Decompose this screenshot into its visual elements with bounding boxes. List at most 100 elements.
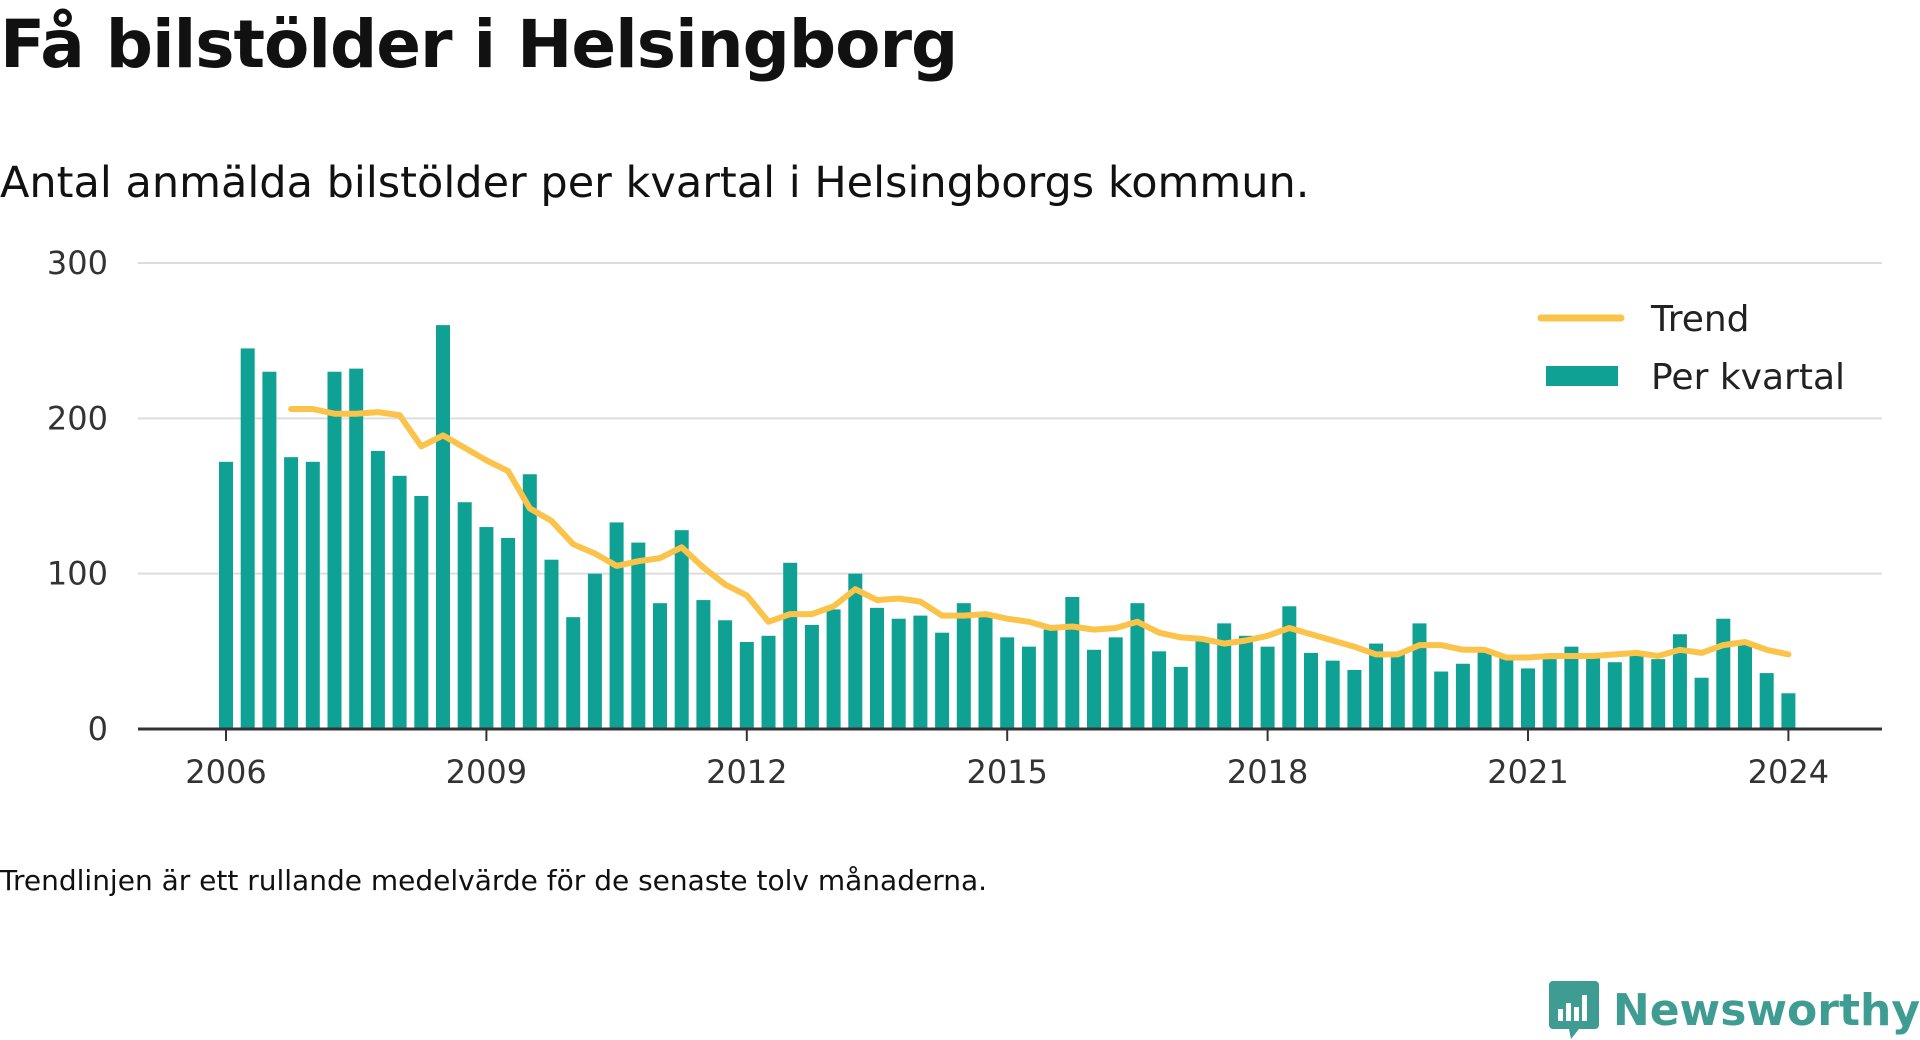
bar [674,530,689,729]
bar [1651,659,1666,729]
bar [392,475,407,729]
bar [696,600,711,729]
bar [739,642,754,729]
bar [1521,668,1535,729]
bar [1347,669,1362,729]
bar [1282,606,1297,729]
bar [305,461,320,729]
trend-line [288,406,1792,661]
bar [978,612,993,729]
x-tick-label: 2015 [966,753,1047,790]
bar [1173,666,1188,729]
bar-series [219,325,1796,729]
bar [1325,660,1340,729]
gridlines [138,262,1882,575]
bar [1000,637,1015,729]
bar [479,527,494,729]
legend: Trend Per kvartal [1537,299,1845,398]
bar [891,618,906,729]
bar [262,371,277,729]
bar [1759,673,1774,729]
legend-trend-label: Trend [1650,299,1750,340]
bar [1065,596,1080,729]
bar [1390,654,1405,729]
y-axis-ticks: 0 100 200 300 [47,244,108,748]
bar [1672,634,1687,729]
bar [1260,646,1275,729]
chart-subtitle: Antal anmälda bilstölder per kvartal i H… [0,158,1310,208]
bar [870,607,884,729]
bar [1738,642,1752,729]
bar [1629,654,1644,729]
bar [414,496,429,729]
bar [1434,671,1449,729]
bar [1195,638,1210,729]
bar [718,620,733,729]
bar [1607,662,1622,729]
bar [826,609,841,729]
bar [501,537,516,729]
bar [219,461,233,729]
bar [631,542,646,729]
bar [457,502,472,729]
chart-title: Få bilstölder i Helsingborg [0,6,958,83]
bar [913,615,928,729]
y-tick-label: 0 [88,710,108,748]
bar [1021,646,1036,729]
x-tick-label: 2006 [185,753,266,790]
bar [349,368,364,729]
bar [1043,629,1058,729]
bar [1087,649,1101,729]
x-axis: 2006 2009 2012 2015 2018 2021 2024 [138,727,1882,790]
bar [1108,637,1123,729]
bar [566,617,581,729]
brand-name: Newsworthy [1612,984,1920,1036]
bar [284,457,299,729]
trend-series [288,406,1792,661]
bar [544,559,559,729]
x-tick-label: 2018 [1227,753,1308,790]
bar [370,450,385,729]
bar [1542,659,1557,729]
bar [761,635,776,729]
bar [1412,623,1427,729]
x-tick-label: 2024 [1748,753,1829,790]
bar [1238,635,1253,729]
footnote: Trendlinjen är ett rullande medelvärde f… [0,864,988,897]
bar [935,632,950,729]
bar [1564,646,1579,729]
bar [240,348,255,729]
bar [327,371,342,729]
bar [609,522,624,729]
newsworthy-logo-icon [1548,981,1599,1039]
bar [956,603,971,729]
x-tick-label: 2012 [706,753,787,790]
bar [1369,643,1384,729]
bar [1477,651,1492,729]
bar [783,562,798,729]
bar [1304,652,1318,729]
y-tick-label: 100 [47,555,108,593]
bar [1217,623,1232,729]
bar [587,573,602,729]
bar [1152,651,1167,729]
bar [1781,693,1796,729]
y-tick-label: 300 [47,244,108,282]
bar [1130,603,1145,729]
bar [848,573,863,729]
legend-bar-swatch [1546,366,1618,386]
bar [653,603,667,729]
x-tick-label: 2021 [1487,753,1568,790]
bar [1586,655,1601,729]
brand-logo[interactable]: Newsworthy [1548,980,1920,1040]
bar [522,474,537,729]
legend-bar-label: Per kvartal [1651,357,1845,398]
y-tick-label: 200 [47,399,108,437]
bar [436,325,450,729]
bar [1694,677,1709,729]
x-tick-label: 2009 [446,753,527,790]
bar [804,624,819,729]
bar [1499,657,1514,729]
bar [1716,618,1731,729]
